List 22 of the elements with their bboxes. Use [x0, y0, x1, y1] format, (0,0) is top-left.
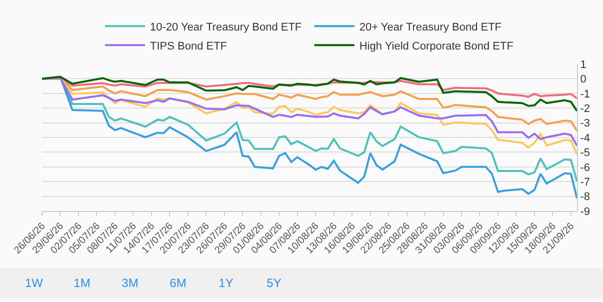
y-tick-label: -9 — [580, 206, 590, 218]
y-tick-label: 0 — [580, 74, 586, 86]
y-tick-label: -4 — [580, 132, 590, 144]
text: 3M — [106, 270, 154, 296]
text: 5Y — [250, 270, 298, 296]
y-tick-label: -6 — [580, 162, 590, 174]
y-tick-label: -2 — [580, 102, 590, 115]
y-tick-label: -3 — [580, 118, 590, 130]
legend-label: 10-20 Year Treasury Bond ETF — [150, 21, 302, 34]
legend-label: 20+ Year Treasury Bond ETF — [359, 21, 502, 34]
text: 1W — [10, 270, 58, 296]
y-tick-label: -7 — [580, 176, 590, 188]
text: 1M — [58, 270, 106, 296]
legend-label: High Yield Corporate Bond ETF — [359, 40, 514, 52]
text: 1Y — [202, 270, 250, 296]
y-tick-label: 1 — [580, 58, 586, 71]
y-tick-label: -8 — [580, 191, 590, 204]
text: 6M — [154, 270, 202, 296]
y-tick-label: -1 — [580, 88, 590, 100]
y-tick-label: -5 — [580, 147, 590, 160]
legend-label: TIPS Bond ETF — [150, 40, 228, 52]
line-series — [42, 76, 577, 112]
